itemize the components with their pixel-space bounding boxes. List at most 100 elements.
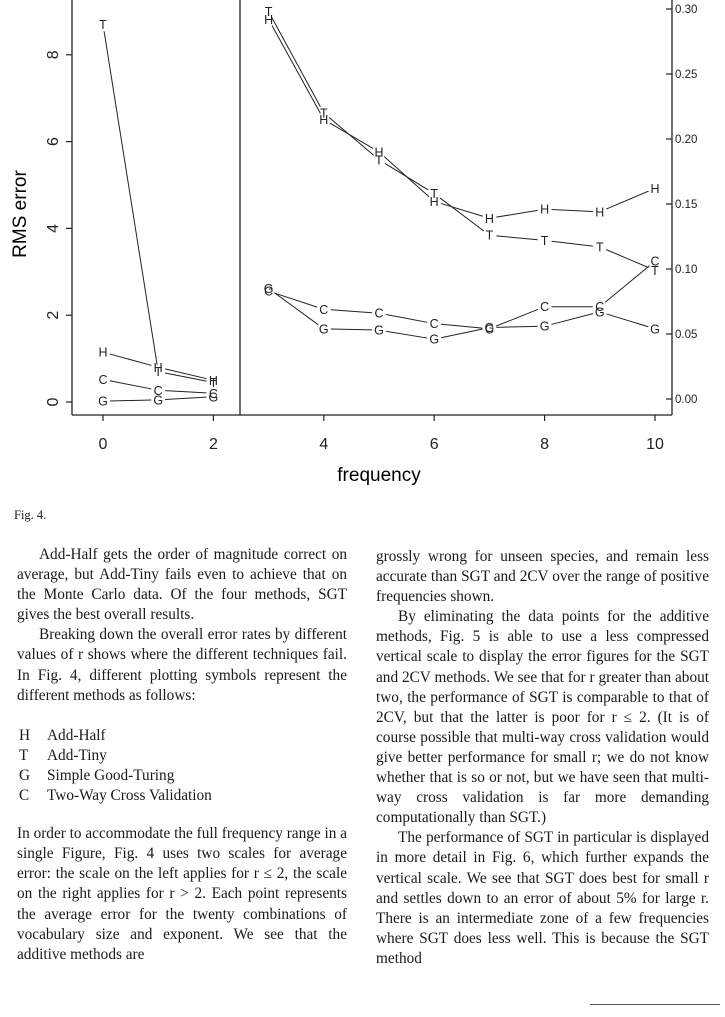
xtick-label: 4: [319, 436, 328, 453]
figure-4-chart: 0 2 4 6 8 0.00 0.05 0.10 0.15 0.20 0.25 0.30 0 2 4 6 8 10…: [10, 0, 697, 486]
series-marker-T: T: [210, 376, 218, 390]
left-ytick-label: 6: [45, 137, 62, 146]
series-line-G: [330, 328, 373, 331]
series-line-H: [496, 209, 538, 218]
series-line-T: [606, 249, 649, 269]
series-line-G: [440, 328, 483, 339]
legend-item: C Two-Way Cross Validation: [19, 787, 212, 805]
series-marker-T: T: [596, 240, 604, 254]
right-ytick-label: 0.10: [675, 264, 697, 276]
series-line-C: [385, 314, 428, 323]
series-marker-C: C: [319, 303, 328, 317]
series-marker-C: C: [650, 255, 659, 269]
left-ytick-label: 0: [45, 397, 62, 406]
series-line-G: [385, 330, 428, 339]
figure-caption: Fig. 4.: [14, 508, 47, 522]
series-marker-T: T: [651, 264, 659, 278]
series-line-G: [109, 399, 152, 402]
right-ytick-label: 0.20: [675, 134, 697, 146]
series-marker-H: H: [209, 374, 218, 388]
right-ytick-label: 0.15: [675, 199, 697, 211]
series-line-T: [103, 31, 158, 365]
series-marker-G: G: [650, 322, 660, 336]
xtick-label: 8: [540, 436, 549, 453]
legend-item: G Simple Good-Turing: [19, 766, 175, 784]
series-marker-C: C: [485, 322, 494, 336]
series-line-G: [273, 292, 319, 326]
footer-rule: [590, 1004, 720, 1005]
series-marker-T: T: [486, 229, 494, 243]
left-ytick-label: 2: [45, 311, 62, 320]
paragraph: Add-Half gets the order of magnitude cor…: [17, 546, 347, 624]
right-ytick-label: 0.30: [675, 4, 697, 16]
series-marker-G: G: [540, 320, 550, 334]
series-marker-G: G: [595, 305, 605, 319]
xtick-label: 10: [646, 436, 664, 453]
legend-item: T Add-Tiny: [19, 746, 107, 764]
series-marker-G: G: [153, 393, 163, 407]
series-line-G: [496, 325, 538, 328]
y-axis-label: RMS error: [10, 170, 31, 258]
series-marker-H: H: [264, 13, 273, 27]
series-line-T: [164, 372, 207, 382]
series-line-C: [441, 323, 483, 329]
paragraph: The performance of SGT in particular is …: [376, 829, 709, 967]
series-line-T: [271, 17, 321, 108]
series-marker-H: H: [595, 205, 604, 219]
xtick-label: 2: [209, 436, 218, 453]
series-marker-C: C: [209, 387, 218, 401]
series-line-G: [165, 396, 207, 400]
series-line-T: [551, 240, 593, 247]
series-marker-C: C: [374, 307, 383, 321]
series-marker-T: T: [99, 18, 107, 32]
series-marker-C: C: [430, 317, 439, 331]
paragraph: In order to accommodate the full frequen…: [17, 825, 348, 963]
series-marker-G: G: [429, 333, 439, 347]
series-marker-T: T: [320, 107, 328, 121]
paragraph: By eliminating the data points for the a…: [376, 608, 709, 827]
text-column-left: Add-Half gets the order of magnitude cor…: [17, 545, 347, 965]
series-marker-H: H: [485, 212, 494, 226]
series-marker-H: H: [154, 361, 163, 375]
series-marker-C: C: [98, 373, 107, 387]
right-ytick-label: 0.05: [675, 329, 697, 341]
series-marker-G: G: [374, 324, 384, 338]
series-marker-C: C: [154, 384, 163, 398]
series-line-C: [165, 390, 207, 394]
paragraph: grossly wrong for unseen species, and re…: [376, 548, 709, 606]
series-marker-C: C: [264, 285, 273, 299]
series-marker-T: T: [154, 365, 162, 379]
series-line-H: [606, 190, 649, 210]
series-marker-H: H: [650, 182, 659, 196]
paragraph: Breaking down the overall error rates by…: [17, 626, 347, 704]
series-marker-G: G: [485, 321, 495, 335]
series-marker-T: T: [375, 153, 383, 167]
series-line-C: [495, 308, 539, 327]
text-column-right: grossly wrong for unseen species, and re…: [376, 547, 709, 969]
series-line-G: [606, 313, 649, 328]
series-marker-H: H: [540, 203, 549, 217]
series-line-T: [328, 117, 374, 156]
series-marker-H: H: [98, 346, 107, 360]
left-ytick-label: 8: [45, 50, 62, 59]
series-line-T: [439, 197, 485, 232]
series-line-C: [604, 265, 650, 303]
series-line-H: [164, 368, 207, 380]
series-line-H: [440, 202, 483, 217]
series-line-H: [271, 25, 321, 114]
method-legend: H Add-Half T Add-Tiny G Simple Good-Turing …: [17, 726, 347, 806]
series-line-G: [551, 313, 594, 325]
series-marker-G: G: [98, 395, 108, 409]
right-ytick-label: 0.00: [675, 394, 697, 406]
series-line-T: [384, 163, 429, 191]
series-line-C: [275, 292, 318, 308]
xtick-label: 0: [99, 436, 108, 453]
series-line-T: [496, 235, 538, 241]
series-marker-T: T: [541, 234, 549, 248]
series-marker-T: T: [430, 187, 438, 201]
series-marker-T: T: [265, 5, 273, 19]
series-line-H: [109, 353, 152, 366]
series-line-C: [109, 380, 152, 390]
series-marker-H: H: [374, 146, 383, 160]
series-marker-G: G: [319, 322, 329, 336]
